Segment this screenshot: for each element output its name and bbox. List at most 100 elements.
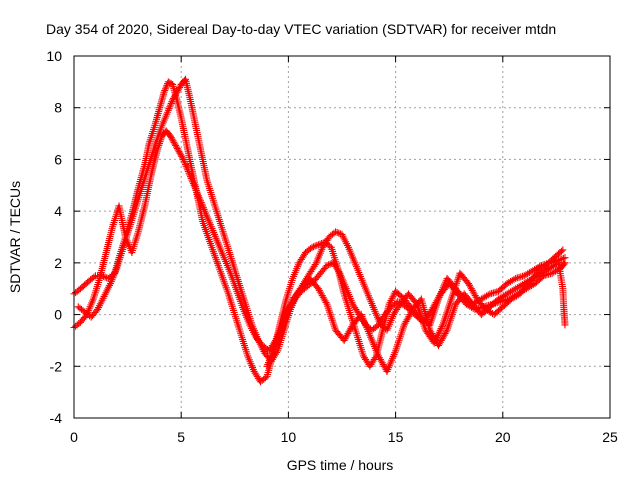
data-point [178,152,186,160]
data-point [323,261,331,269]
data-point [313,241,321,249]
data-point [184,166,192,174]
data-point [484,291,492,299]
y-tick-label: -4 [50,410,63,426]
data-point [161,86,169,94]
data-point [199,204,207,212]
data-point [332,228,340,236]
data-point [561,321,569,329]
data-point [560,260,568,268]
data-point [174,87,182,95]
data-point [172,90,180,98]
data-point [314,241,322,249]
axes-layer: 0 5 10 15 20 25 -4 -2 0 2 4 6 8 10 [46,48,618,445]
data-point [192,186,200,194]
data-point [179,155,187,163]
data-point [168,98,176,106]
y-tick-label: 4 [54,203,62,219]
data-point [194,190,202,198]
data-point [166,132,174,140]
data-point [325,261,333,269]
data-point [177,151,185,159]
data-point [335,267,343,275]
y-tick-label: 10 [46,48,62,64]
data-point [333,228,341,236]
data-point [556,256,564,264]
data-point [200,205,208,213]
data-point [194,192,202,200]
data-point [174,146,182,154]
data-point [160,88,168,96]
data-point [103,274,111,282]
series-track-c [74,75,567,365]
data-point [184,167,192,175]
data-layer [70,75,569,386]
data-point [195,193,203,201]
x-tick-label: 25 [602,429,618,445]
data-point [561,259,569,267]
y-tick-label: 8 [54,100,62,116]
y-tick-label: 6 [54,151,62,167]
data-point [161,85,169,93]
data-point [196,195,204,203]
data-point [310,243,318,251]
data-point [558,255,566,263]
data-point [193,188,201,196]
series-track-a [70,78,569,386]
plot-frame [73,55,611,419]
data-point [169,137,177,145]
data-point [90,273,98,281]
data-point [172,141,180,149]
data-point [173,145,181,153]
data-point [186,171,194,179]
x-tick-label: 20 [495,429,511,445]
data-point [171,91,179,99]
data-point [167,99,175,107]
data-point [182,162,190,170]
series-track-d [263,259,569,375]
data-point [190,181,198,189]
data-point [183,164,191,172]
data-point [311,261,319,269]
data-point [171,140,179,148]
data-point [191,185,199,193]
grid-layer [74,56,610,418]
data-point [198,200,206,208]
data-point [169,96,177,104]
chart-title: Day 354 of 2020, Sidereal Day-to-day VTE… [46,21,556,37]
data-point [196,197,204,205]
data-point [165,105,173,113]
data-point [175,84,183,92]
data-point [162,83,170,91]
data-point [186,173,194,181]
x-tick-label: 15 [388,429,404,445]
data-point [166,103,174,111]
data-point [185,169,193,177]
data-point [322,299,330,307]
data-point [189,178,197,186]
data-point [559,246,567,254]
data-point [175,148,183,156]
data-point [172,143,180,151]
data-point [187,174,195,182]
x-tick-label: 5 [177,429,185,445]
x-axis-title: GPS time / hours [287,457,394,473]
data-point [175,85,183,93]
data-point [167,134,175,142]
data-point [181,159,189,167]
data-point [510,275,518,283]
data-point [188,176,196,184]
data-point [191,183,199,191]
data-point [442,328,450,336]
data-point [199,202,207,210]
data-point [180,157,188,165]
data-point [197,199,205,207]
y-tick-label: -2 [50,358,63,374]
x-tick-label: 0 [70,429,78,445]
data-point [181,161,189,169]
data-point [173,88,181,96]
y-axis-title: SDTVAR / TECUs [7,181,23,293]
data-point [170,93,178,101]
data-point [308,243,316,251]
